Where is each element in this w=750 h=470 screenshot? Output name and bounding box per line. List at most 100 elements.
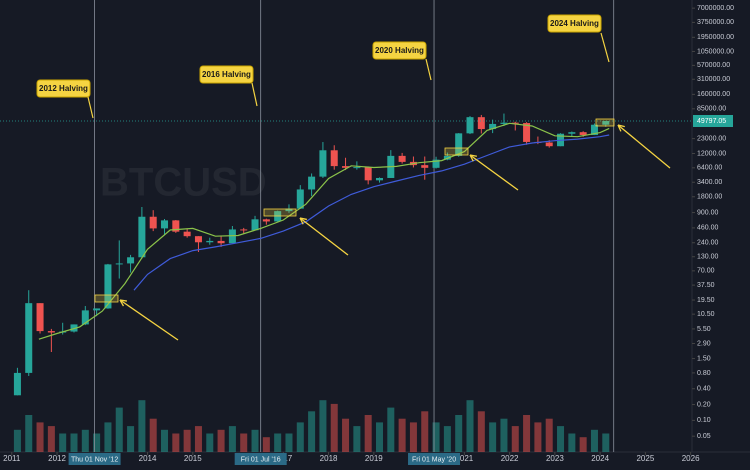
y-tick-label: 12000.00 [697,150,726,157]
y-tick-label: 0.20 [697,401,711,408]
volume-bar [409,422,417,452]
volume-bar [285,433,293,452]
x-tick-label: 2024 [591,454,609,463]
y-tick-label: 1.50 [697,355,711,362]
x-tick-label: 2023 [546,454,564,463]
x-tick-label: 2015 [184,454,202,463]
y-tick-label: 70.00 [697,268,715,275]
y-tick-label: 3750000.00 [697,19,734,26]
volume-bar [70,433,78,452]
candle-body [489,123,497,130]
annotation-label: 2020 Halving [375,46,424,55]
candle-body [93,308,101,311]
volume-bar [25,415,33,452]
y-tick-label: 900.00 [697,209,719,216]
candle-body [342,166,350,168]
y-tick-label: 10.50 [697,311,715,318]
volume-bar [342,418,350,452]
candle-body [228,229,236,244]
y-tick-label: 1800.00 [697,194,722,201]
annotation-box [547,14,602,33]
halving-price-box [94,294,119,303]
volume-bar [138,400,146,452]
volume-bar [421,411,429,452]
moving-average [38,122,610,340]
y-tick-label: 19.50 [697,297,715,304]
volume-bar [364,415,372,452]
y-tick-label: 570000.00 [697,62,730,69]
candle-body [104,264,112,309]
volume-bar [523,415,531,452]
y-tick-label: 0.10 [697,417,711,424]
candle-body [398,155,406,162]
volume-bar [590,429,598,452]
volume-bar [319,400,327,452]
volume-bar [534,422,542,452]
date-badge [234,453,287,465]
y-tick-label: 240.00 [697,240,719,247]
y-tick-label: 0.80 [697,370,711,377]
candle-body [161,220,169,229]
volume-bar [93,433,101,452]
volume-bar [568,433,576,452]
volume-bar [251,429,259,452]
volume-bar [398,418,406,452]
candle-body [262,219,270,222]
date-badge-label: Fri 01 Jul '16 [241,456,281,463]
arrow-head [617,124,625,132]
arrow [617,124,671,169]
volume-bar [274,433,282,452]
x-tick-label: 2019 [365,454,383,463]
volume-bar [443,426,451,452]
volume-bar [172,433,180,452]
halving-price-box [263,208,297,217]
volume-bar [557,426,565,452]
y-tick-label: 37.50 [697,282,715,289]
candle-body [579,132,587,135]
date-badge-label: Fri 01 May '20 [412,456,456,463]
volume-bar [36,422,44,452]
y-tick-label: 6400.00 [697,165,722,172]
y-tick-label: 7000000.00 [697,5,734,12]
candle-body [127,257,135,264]
y-tick-label: 460.00 [697,225,719,232]
arrow-head [119,299,128,307]
candle-body [240,229,248,231]
candle-body [319,150,327,177]
moving-average [133,134,610,291]
volume-bar [161,429,169,452]
annotation-label: 2024 Halving [550,19,599,28]
arrow [119,299,179,341]
candle-body [138,216,146,258]
volume-bar [13,429,21,452]
volume-bar [104,422,112,452]
volume-bar [432,422,440,452]
annotation-pointer [600,32,610,63]
annotation-box [372,41,427,60]
candle-body [421,165,429,168]
y-tick-label: 3400.00 [697,179,722,186]
annotation-pointer [251,82,258,107]
volume-bar [115,407,123,452]
price-axis-panel [692,0,750,470]
y-tick-label: 2.90 [697,340,711,347]
y-tick-label: 0.05 [697,433,711,440]
x-tick-label: 2022 [501,454,519,463]
candle-body [183,231,191,237]
annotation-pointer [87,96,94,119]
annotation-box [36,79,91,98]
candle-body [602,121,610,125]
candle-body [194,236,202,243]
candle-body [206,240,214,243]
arrow-head [469,154,478,162]
y-tick-label: 130.00 [697,254,719,261]
volume-bar [477,411,485,452]
candle-body [455,133,463,156]
candle-body [523,123,531,142]
volume-bar [296,422,304,452]
candle-body [477,117,485,130]
volume-bar [217,429,225,452]
volume-bar [545,418,553,452]
halving-price-box [595,118,615,127]
